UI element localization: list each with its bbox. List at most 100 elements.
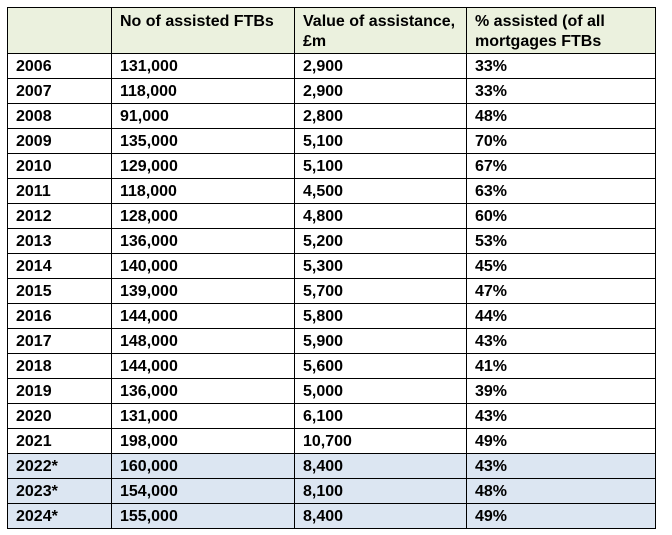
ftb-assistance-table: No of assisted FTBs Value of assistance,…: [7, 7, 656, 529]
cell-year: 2016: [7, 303, 112, 329]
cell-year: 2015: [7, 278, 112, 304]
table-row: 2011 118,000 4,500 63%: [7, 178, 656, 204]
cell-num-assisted: 131,000: [111, 403, 295, 429]
cell-pct: 33%: [466, 53, 656, 79]
cell-num-assisted: 155,000: [111, 503, 295, 529]
cell-value: 5,900: [294, 328, 467, 354]
cell-year: 2020: [7, 403, 112, 429]
cell-num-assisted: 140,000: [111, 253, 295, 279]
cell-pct: 49%: [466, 503, 656, 529]
cell-pct: 39%: [466, 378, 656, 404]
cell-pct: 43%: [466, 403, 656, 429]
table-row: 2018 144,000 5,600 41%: [7, 353, 656, 379]
cell-value: 8,400: [294, 503, 467, 529]
cell-value: 8,400: [294, 453, 467, 479]
table-row: 2008 91,000 2,800 48%: [7, 103, 656, 129]
cell-year: 2019: [7, 378, 112, 404]
header-num-assisted: No of assisted FTBs: [111, 7, 295, 54]
cell-value: 5,100: [294, 128, 467, 154]
table-row: 2007 118,000 2,900 33%: [7, 78, 656, 104]
cell-num-assisted: 144,000: [111, 353, 295, 379]
cell-value: 5,300: [294, 253, 467, 279]
cell-value: 10,700: [294, 428, 467, 454]
cell-pct: 63%: [466, 178, 656, 204]
cell-year: 2009: [7, 128, 112, 154]
cell-year: 2018: [7, 353, 112, 379]
cell-value: 4,500: [294, 178, 467, 204]
cell-value: 8,100: [294, 478, 467, 504]
table-row: 2016 144,000 5,800 44%: [7, 303, 656, 329]
table-row: 2020 131,000 6,100 43%: [7, 403, 656, 429]
table-header: No of assisted FTBs Value of assistance,…: [7, 7, 656, 54]
cell-num-assisted: 118,000: [111, 178, 295, 204]
cell-pct: 44%: [466, 303, 656, 329]
cell-pct: 43%: [466, 328, 656, 354]
cell-value: 6,100: [294, 403, 467, 429]
cell-pct: 48%: [466, 478, 656, 504]
cell-year: 2024*: [7, 503, 112, 529]
cell-value: 5,700: [294, 278, 467, 304]
cell-year: 2011: [7, 178, 112, 204]
cell-value: 2,800: [294, 103, 467, 129]
cell-year: 2017: [7, 328, 112, 354]
cell-value: 4,800: [294, 203, 467, 229]
cell-num-assisted: 128,000: [111, 203, 295, 229]
header-row: No of assisted FTBs Value of assistance,…: [7, 7, 656, 54]
cell-year: 2013: [7, 228, 112, 254]
cell-num-assisted: 154,000: [111, 478, 295, 504]
cell-num-assisted: 198,000: [111, 428, 295, 454]
table-row: 2022* 160,000 8,400 43%: [7, 453, 656, 479]
cell-pct: 45%: [466, 253, 656, 279]
cell-pct: 47%: [466, 278, 656, 304]
table-row: 2023* 154,000 8,100 48%: [7, 478, 656, 504]
cell-value: 5,600: [294, 353, 467, 379]
table-row: 2006 131,000 2,900 33%: [7, 53, 656, 79]
cell-year: 2008: [7, 103, 112, 129]
table-row: 2015 139,000 5,700 47%: [7, 278, 656, 304]
cell-value: 5,800: [294, 303, 467, 329]
cell-pct: 60%: [466, 203, 656, 229]
header-pct: % assisted (of all mortgages FTBs: [466, 7, 656, 54]
cell-num-assisted: 148,000: [111, 328, 295, 354]
cell-value: 2,900: [294, 53, 467, 79]
table-row: 2013 136,000 5,200 53%: [7, 228, 656, 254]
cell-value: 5,200: [294, 228, 467, 254]
header-value: Value of assistance, £m: [294, 7, 467, 54]
cell-year: 2022*: [7, 453, 112, 479]
cell-num-assisted: 139,000: [111, 278, 295, 304]
cell-num-assisted: 160,000: [111, 453, 295, 479]
table-row: 2024* 155,000 8,400 49%: [7, 503, 656, 529]
table-row: 2010 129,000 5,100 67%: [7, 153, 656, 179]
cell-year: 2010: [7, 153, 112, 179]
cell-year: 2006: [7, 53, 112, 79]
cell-pct: 43%: [466, 453, 656, 479]
cell-pct: 70%: [466, 128, 656, 154]
cell-num-assisted: 91,000: [111, 103, 295, 129]
cell-num-assisted: 131,000: [111, 53, 295, 79]
cell-value: 5,100: [294, 153, 467, 179]
cell-num-assisted: 118,000: [111, 78, 295, 104]
cell-num-assisted: 136,000: [111, 228, 295, 254]
cell-year: 2023*: [7, 478, 112, 504]
cell-num-assisted: 135,000: [111, 128, 295, 154]
cell-year: 2012: [7, 203, 112, 229]
cell-year: 2014: [7, 253, 112, 279]
cell-value: 5,000: [294, 378, 467, 404]
cell-pct: 33%: [466, 78, 656, 104]
cell-value: 2,900: [294, 78, 467, 104]
table-body: 2006 131,000 2,900 33% 2007 118,000 2,900 33% 20…: [7, 53, 656, 529]
cell-pct: 49%: [466, 428, 656, 454]
cell-num-assisted: 129,000: [111, 153, 295, 179]
cell-year: 2021: [7, 428, 112, 454]
table-row: 2012 128,000 4,800 60%: [7, 203, 656, 229]
table-row: 2017 148,000 5,900 43%: [7, 328, 656, 354]
table-row: 2019 136,000 5,000 39%: [7, 378, 656, 404]
table-row: 2021 198,000 10,700 49%: [7, 428, 656, 454]
cell-num-assisted: 144,000: [111, 303, 295, 329]
cell-pct: 67%: [466, 153, 656, 179]
table-row: 2014 140,000 5,300 45%: [7, 253, 656, 279]
cell-num-assisted: 136,000: [111, 378, 295, 404]
header-year: [7, 7, 112, 54]
cell-pct: 41%: [466, 353, 656, 379]
cell-year: 2007: [7, 78, 112, 104]
